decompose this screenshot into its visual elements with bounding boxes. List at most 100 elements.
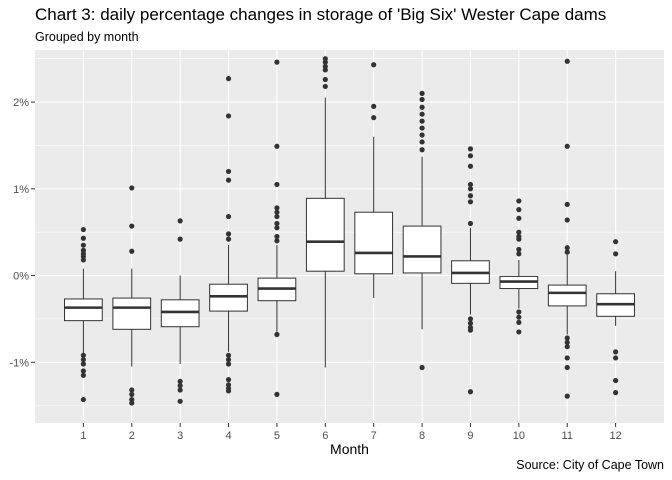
outlier-point — [467, 320, 474, 326]
outlier-point — [80, 352, 86, 358]
x-tick-label: 6 — [322, 430, 328, 442]
outlier-point — [564, 143, 570, 149]
x-tick-label: 7 — [371, 430, 377, 442]
outlier-point — [322, 59, 328, 65]
outlier-point — [419, 125, 425, 131]
outlier-point — [129, 400, 135, 406]
outlier-point — [80, 257, 86, 263]
outlier-point — [419, 132, 425, 138]
box-month-1 — [64, 226, 103, 403]
outlier-point — [516, 215, 522, 221]
outlier-point — [225, 177, 232, 183]
outlier-point — [419, 90, 425, 96]
outlier-point — [80, 226, 86, 233]
outlier-point — [274, 220, 280, 227]
outlier-point — [613, 239, 619, 245]
box-iqr — [209, 283, 248, 312]
outlier-point — [274, 225, 280, 231]
outlier-point — [274, 213, 280, 220]
x-tick-label: 9 — [467, 430, 473, 442]
outlier-point — [177, 236, 183, 242]
x-tick-label: 2 — [129, 430, 135, 442]
outlier-point — [225, 168, 232, 175]
box-iqr — [402, 225, 442, 274]
outlier-point — [80, 368, 86, 374]
outlier-point — [225, 361, 232, 367]
outlier-point — [467, 389, 474, 395]
outlier-point — [564, 339, 570, 345]
outlier-point — [225, 76, 232, 82]
box-month-11 — [547, 58, 587, 399]
box-month-7 — [354, 62, 394, 299]
outlier-point — [467, 153, 474, 159]
outlier-point — [177, 378, 183, 384]
outlier-point — [129, 185, 135, 191]
box-month-5 — [257, 59, 297, 397]
outlier-point — [419, 111, 425, 117]
outlier-point — [613, 390, 619, 396]
outlier-point — [274, 391, 280, 397]
outlier-point — [274, 181, 280, 188]
outlier-point — [274, 331, 280, 338]
outlier-point — [516, 329, 522, 335]
outlier-point — [129, 387, 135, 393]
outlier-point — [613, 349, 619, 355]
outlier-point — [419, 118, 425, 124]
outlier-point — [564, 355, 570, 361]
box-iqr — [160, 299, 200, 328]
outlier-point — [80, 235, 86, 241]
outlier-point — [467, 327, 474, 333]
box-iqr — [305, 197, 345, 272]
box-iqr — [354, 211, 394, 275]
outlier-point — [564, 393, 570, 399]
x-tick-label: 11 — [562, 430, 573, 442]
outlier-point — [516, 207, 522, 213]
outlier-point — [467, 316, 474, 322]
outlier-point — [129, 223, 135, 229]
outlier-point — [322, 67, 328, 73]
outlier-point — [564, 58, 570, 64]
outlier-point — [564, 364, 570, 371]
outlier-point — [80, 361, 86, 367]
outlier-point — [177, 218, 183, 224]
outlier-point — [225, 357, 232, 363]
outlier-point — [467, 193, 474, 199]
outlier-point — [322, 76, 328, 83]
outlier-point — [80, 357, 86, 363]
outlier-point — [419, 96, 425, 103]
outlier-point — [564, 217, 570, 223]
y-tick-label: 0% — [13, 271, 29, 283]
outlier-point — [274, 233, 280, 240]
minor-gridlines — [35, 58, 664, 406]
outlier-point — [371, 115, 377, 121]
outlier-point — [225, 113, 232, 119]
x-tick-label: 8 — [419, 430, 425, 442]
box-iqr — [112, 297, 152, 330]
outlier-point — [564, 201, 570, 208]
x-axis-title: Month — [330, 441, 369, 457]
outlier-point — [467, 186, 474, 192]
y-tick-label: -1% — [9, 357, 29, 369]
outlier-point — [274, 59, 280, 65]
outlier-point — [564, 344, 570, 350]
outlier-point — [419, 139, 425, 145]
outlier-point — [564, 335, 570, 341]
outlier-point — [564, 249, 570, 255]
outlier-point — [225, 231, 232, 237]
outlier-point — [274, 143, 280, 149]
outlier-point — [80, 372, 86, 378]
outlier-point — [225, 352, 232, 358]
box-series — [64, 56, 635, 406]
outlier-point — [322, 83, 328, 90]
outlier-point — [613, 355, 619, 361]
y-axis: -1% 0% 1% 2% — [9, 97, 35, 369]
box-month-6 — [305, 56, 345, 368]
outlier-point — [129, 391, 135, 397]
outlier-point — [274, 238, 280, 244]
outlier-point — [225, 377, 232, 383]
x-axis: 1 2 3 4 5 6 7 8 9 10 11 12 — [80, 423, 622, 442]
box-iqr — [64, 298, 103, 322]
box-month-9 — [451, 146, 490, 395]
outlier-point — [516, 236, 522, 242]
